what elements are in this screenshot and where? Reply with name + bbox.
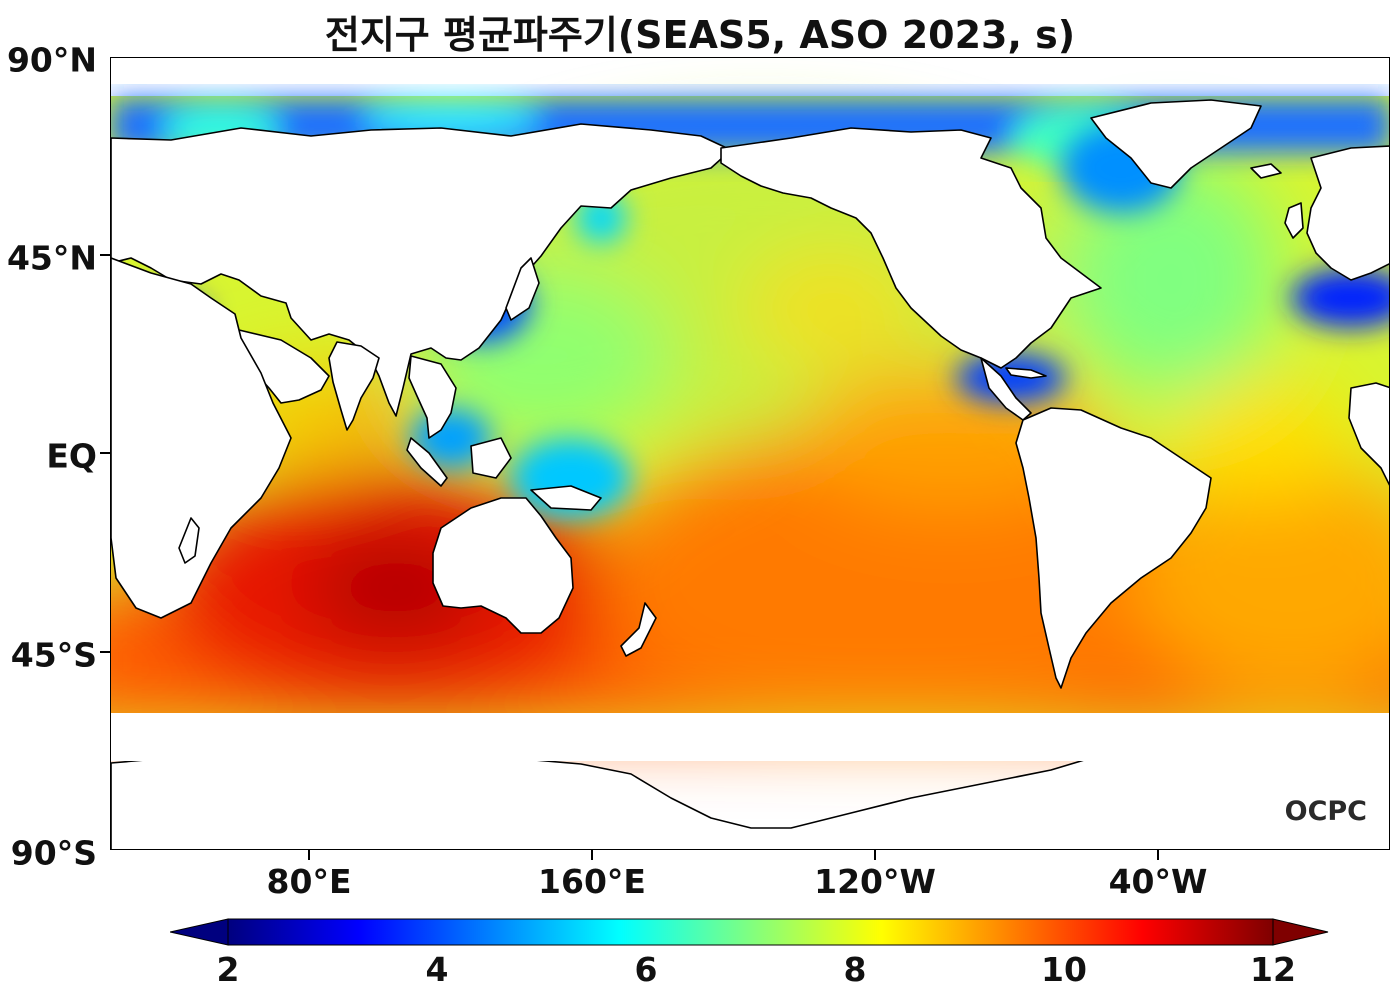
colorbar: [170, 918, 1329, 946]
land-iceland: [1250, 163, 1282, 179]
y-tick-label-45s: 45°S: [10, 635, 97, 675]
colorbar-extend-high: [1272, 918, 1329, 946]
land-sumatra: [406, 437, 448, 487]
x-tick-label-160e: 160°E: [538, 862, 646, 901]
x-tick-160e: [591, 850, 593, 860]
land-australia: [432, 497, 574, 634]
ocpc-watermark-logo: OCPC: [1284, 796, 1367, 827]
x-tick-label-80e: 80°E: [266, 862, 352, 901]
map-title: 전지구 평균파주기(SEAS5, ASO 2023, s): [324, 13, 1076, 57]
y-tick-label-45n: 45°N: [6, 238, 97, 278]
land-india: [328, 341, 380, 431]
y-tick-45s: [100, 651, 110, 653]
land-eurasia: [111, 123, 732, 417]
land-new-zealand: [620, 602, 657, 657]
colorbar-tick-12: 12: [1250, 950, 1296, 989]
x-tick-40w: [1157, 850, 1159, 860]
land-indochina: [408, 355, 457, 439]
land-europe: [1306, 145, 1389, 281]
colorbar-body: [227, 918, 1274, 946]
y-tick-label-eq: EQ: [46, 436, 97, 476]
x-tick-80e: [308, 850, 310, 860]
land-japan: [505, 257, 540, 321]
y-tick-eq: [100, 452, 110, 454]
land-africa: [111, 257, 292, 619]
land-borneo: [470, 437, 512, 479]
colorbar-tick-4: 4: [425, 950, 449, 989]
land-masses: [111, 99, 1389, 849]
colorbar-extend-low: [170, 918, 229, 946]
colorbar-tick-10: 10: [1041, 950, 1087, 989]
x-tick-label-40w: 40°W: [1108, 862, 1208, 901]
land-new-guinea: [530, 485, 602, 511]
map-svg: [111, 96, 1389, 849]
x-tick-label-120w: 120°W: [814, 862, 936, 901]
colorbar-tick-6: 6: [634, 950, 658, 989]
land-greenland: [1090, 99, 1262, 189]
y-tick-label-90s: 90°S: [10, 833, 97, 873]
y-tick-45n: [100, 254, 110, 256]
colorbar-tick-8: 8: [843, 950, 867, 989]
x-tick-120w: [874, 850, 876, 860]
antarctic-sea-ice: [111, 713, 1389, 761]
colorbar-tick-2: 2: [216, 950, 240, 989]
wave-period-map: OCPC: [110, 57, 1390, 850]
land-south-america: [1015, 407, 1212, 689]
land-madagascar: [178, 517, 200, 564]
land-uk: [1284, 202, 1304, 239]
land-north-america: [720, 127, 1102, 369]
y-tick-label-90n: 90°N: [6, 40, 97, 80]
land-cuba: [1005, 367, 1047, 379]
land-central-america: [980, 357, 1032, 421]
land-africa-west: [1348, 382, 1389, 486]
